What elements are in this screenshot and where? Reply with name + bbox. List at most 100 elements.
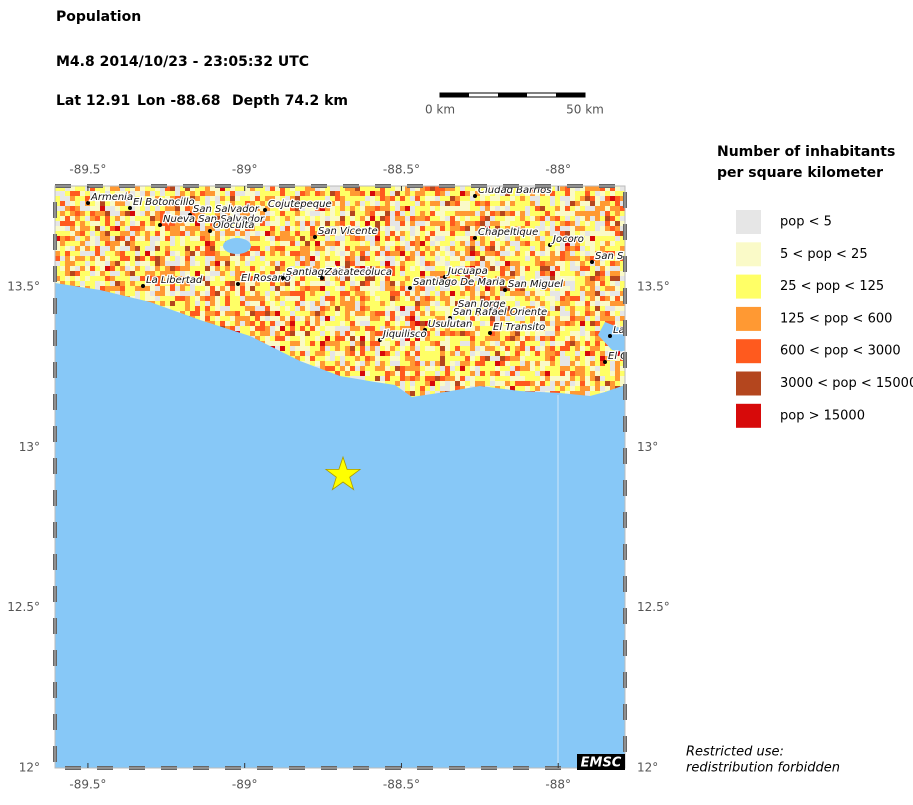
pop-cell [80, 276, 85, 281]
pop-cell [60, 241, 65, 246]
pop-cell [385, 291, 390, 296]
pop-cell [175, 231, 180, 236]
pop-cell [470, 381, 475, 386]
legend-swatch [736, 242, 761, 266]
pop-cell [560, 196, 565, 201]
pop-cell [235, 296, 240, 301]
pop-cell [195, 231, 200, 236]
pop-cell [325, 256, 330, 261]
pop-cell [585, 251, 590, 256]
pop-cell [365, 311, 370, 316]
pop-cell [405, 206, 410, 211]
pop-cell [315, 356, 320, 361]
pop-cell [450, 221, 455, 226]
pop-cell [90, 246, 95, 251]
pop-cell [575, 356, 580, 361]
pop-cell [540, 291, 545, 296]
pop-cell [305, 186, 310, 191]
pop-cell [545, 321, 550, 326]
pop-cell [550, 271, 555, 276]
pop-cell [600, 206, 605, 211]
pop-cell [315, 291, 320, 296]
pop-cell [345, 336, 350, 341]
pop-cell [345, 321, 350, 326]
pop-cell [335, 316, 340, 321]
pop-cell [385, 196, 390, 201]
pop-cell [335, 211, 340, 216]
city-dot [473, 194, 477, 198]
pop-cell [350, 196, 355, 201]
pop-cell [390, 346, 395, 351]
pop-cell [300, 341, 305, 346]
pop-cell [315, 281, 320, 286]
pop-cell [215, 271, 220, 276]
pop-cell [375, 366, 380, 371]
pop-cell [585, 376, 590, 381]
pop-cell [230, 311, 235, 316]
pop-cell [430, 191, 435, 196]
pop-cell [480, 251, 485, 256]
pop-cell [600, 371, 605, 376]
pop-cell [470, 231, 475, 236]
pop-cell [425, 211, 430, 216]
pop-cell [440, 196, 445, 201]
pop-cell [610, 316, 615, 321]
pop-cell [360, 321, 365, 326]
pop-cell [140, 186, 145, 191]
pop-cell [570, 341, 575, 346]
pop-cell [555, 211, 560, 216]
pop-cell [380, 241, 385, 246]
pop-cell [580, 196, 585, 201]
pop-cell [120, 211, 125, 216]
pop-cell [375, 206, 380, 211]
pop-cell [580, 226, 585, 231]
pop-cell [270, 341, 275, 346]
pop-cell [340, 366, 345, 371]
pop-cell [170, 246, 175, 251]
pop-cell [580, 376, 585, 381]
pop-cell [75, 266, 80, 271]
pop-cell [445, 356, 450, 361]
pop-cell [355, 216, 360, 221]
pop-cell [405, 231, 410, 236]
pop-cell [490, 251, 495, 256]
pop-cell [345, 366, 350, 371]
pop-cell [340, 331, 345, 336]
pop-cell [585, 256, 590, 261]
pop-cell [225, 311, 230, 316]
pop-cell [215, 196, 220, 201]
pop-cell [580, 251, 585, 256]
pop-cell [395, 206, 400, 211]
pop-cell [615, 286, 620, 291]
pop-cell [520, 351, 525, 356]
pop-cell [365, 191, 370, 196]
pop-cell [135, 286, 140, 291]
pop-cell [410, 266, 415, 271]
pop-cell [220, 291, 225, 296]
legend-label: 125 < pop < 600 [780, 311, 892, 326]
pop-cell [410, 311, 415, 316]
pop-cell [110, 276, 115, 281]
pop-cell [260, 266, 265, 271]
pop-cell [445, 196, 450, 201]
pop-cell [175, 191, 180, 196]
pop-cell [545, 361, 550, 366]
pop-cell [220, 316, 225, 321]
pop-cell [415, 221, 420, 226]
pop-cell [220, 271, 225, 276]
pop-cell [390, 356, 395, 361]
pop-cell [190, 256, 195, 261]
pop-cell [585, 321, 590, 326]
pop-cell [395, 321, 400, 326]
pop-cell [150, 211, 155, 216]
pop-cell [550, 226, 555, 231]
pop-cell [345, 346, 350, 351]
pop-cell [475, 331, 480, 336]
pop-cell [560, 221, 565, 226]
pop-cell [480, 326, 485, 331]
pop-cell [395, 186, 400, 191]
pop-cell [170, 301, 175, 306]
pop-cell [435, 201, 440, 206]
pop-cell [595, 201, 600, 206]
pop-cell [530, 251, 535, 256]
